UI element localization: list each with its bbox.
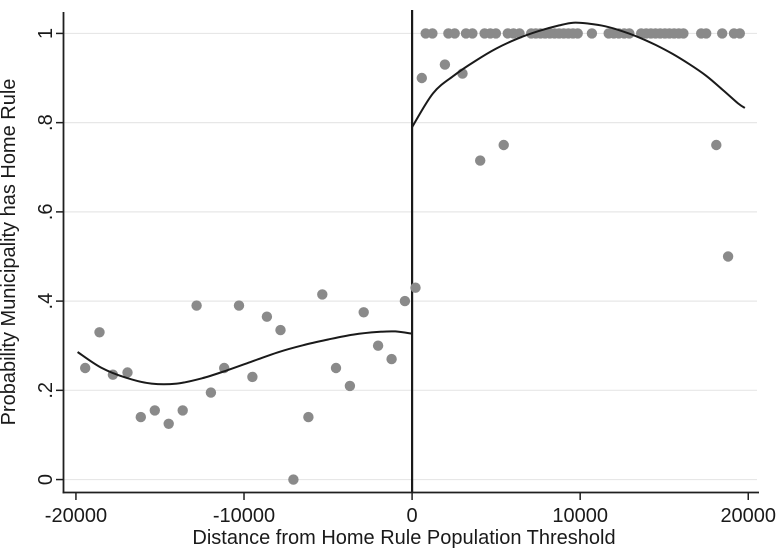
y-tick-label: .6	[35, 204, 57, 221]
scatter-point	[399, 295, 411, 307]
y-tick-label: .8	[35, 114, 57, 131]
scatter-point	[163, 418, 174, 429]
scatter-point	[177, 405, 188, 416]
scatter-point	[358, 307, 369, 318]
scatter-point	[288, 474, 299, 485]
x-tick-label: -10000	[213, 505, 275, 527]
y-axis-title: Probability Municipality has Home Rule	[0, 79, 20, 426]
scatter-point	[149, 405, 160, 416]
scatter-point	[467, 28, 478, 39]
polynomial-fit-right-of-threshold	[411, 21, 746, 128]
scatter-point	[80, 362, 91, 374]
scatter-point	[701, 28, 712, 39]
scatter-point	[94, 327, 105, 338]
polynomial-fit-left-of-threshold	[77, 330, 413, 386]
scatter-point	[122, 367, 133, 378]
scatter-layer	[80, 28, 745, 485]
x-tick-label: -20000	[45, 505, 107, 527]
scatter-point	[722, 251, 734, 262]
x-tick-label: 20000	[720, 505, 776, 527]
x-tick-label: 10000	[552, 505, 608, 527]
x-axis-title: Distance from Home Rule Population Thres…	[192, 527, 615, 549]
scatter-point	[410, 282, 421, 293]
fit-lines-layer	[77, 21, 746, 386]
y-tick-label: 0	[35, 474, 57, 485]
scatter-point	[317, 289, 328, 300]
scatter-point	[586, 28, 598, 39]
scatter-point	[303, 411, 314, 423]
scatter-point	[734, 28, 745, 39]
scatter-point	[439, 59, 451, 70]
scatter-point	[386, 353, 397, 365]
scatter-point	[717, 28, 728, 39]
scatter-point	[416, 72, 427, 84]
scatter-point	[275, 324, 286, 336]
scatter-point	[191, 300, 202, 311]
scatter-point	[247, 371, 258, 383]
scatter-point	[475, 155, 486, 166]
scatter-point	[498, 139, 509, 151]
scatter-point	[330, 362, 342, 374]
y-tick-label: .2	[35, 382, 57, 399]
scatter-point	[233, 300, 245, 311]
y-tick-label: 1	[35, 28, 57, 39]
scatter-point	[678, 28, 689, 39]
scatter-point	[711, 139, 722, 151]
y-tick-label: .4	[35, 293, 57, 310]
scatter-point	[261, 311, 273, 322]
scatter-point	[344, 380, 356, 392]
scatter-point	[449, 28, 460, 39]
scatter-point	[205, 387, 217, 398]
scatter-point	[427, 28, 438, 39]
scatter-point	[572, 28, 583, 39]
scatter-point	[490, 28, 502, 39]
scatter-point	[372, 340, 384, 351]
x-tick-label: 0	[407, 505, 418, 527]
axes-layer	[56, 12, 759, 500]
scatter-point	[135, 411, 146, 423]
tick-labels-layer: 0 .2 .4 .6 .8 1 -20000 -10000 0 10000 20000	[35, 28, 776, 527]
gridlines-layer	[63, 32, 757, 481]
